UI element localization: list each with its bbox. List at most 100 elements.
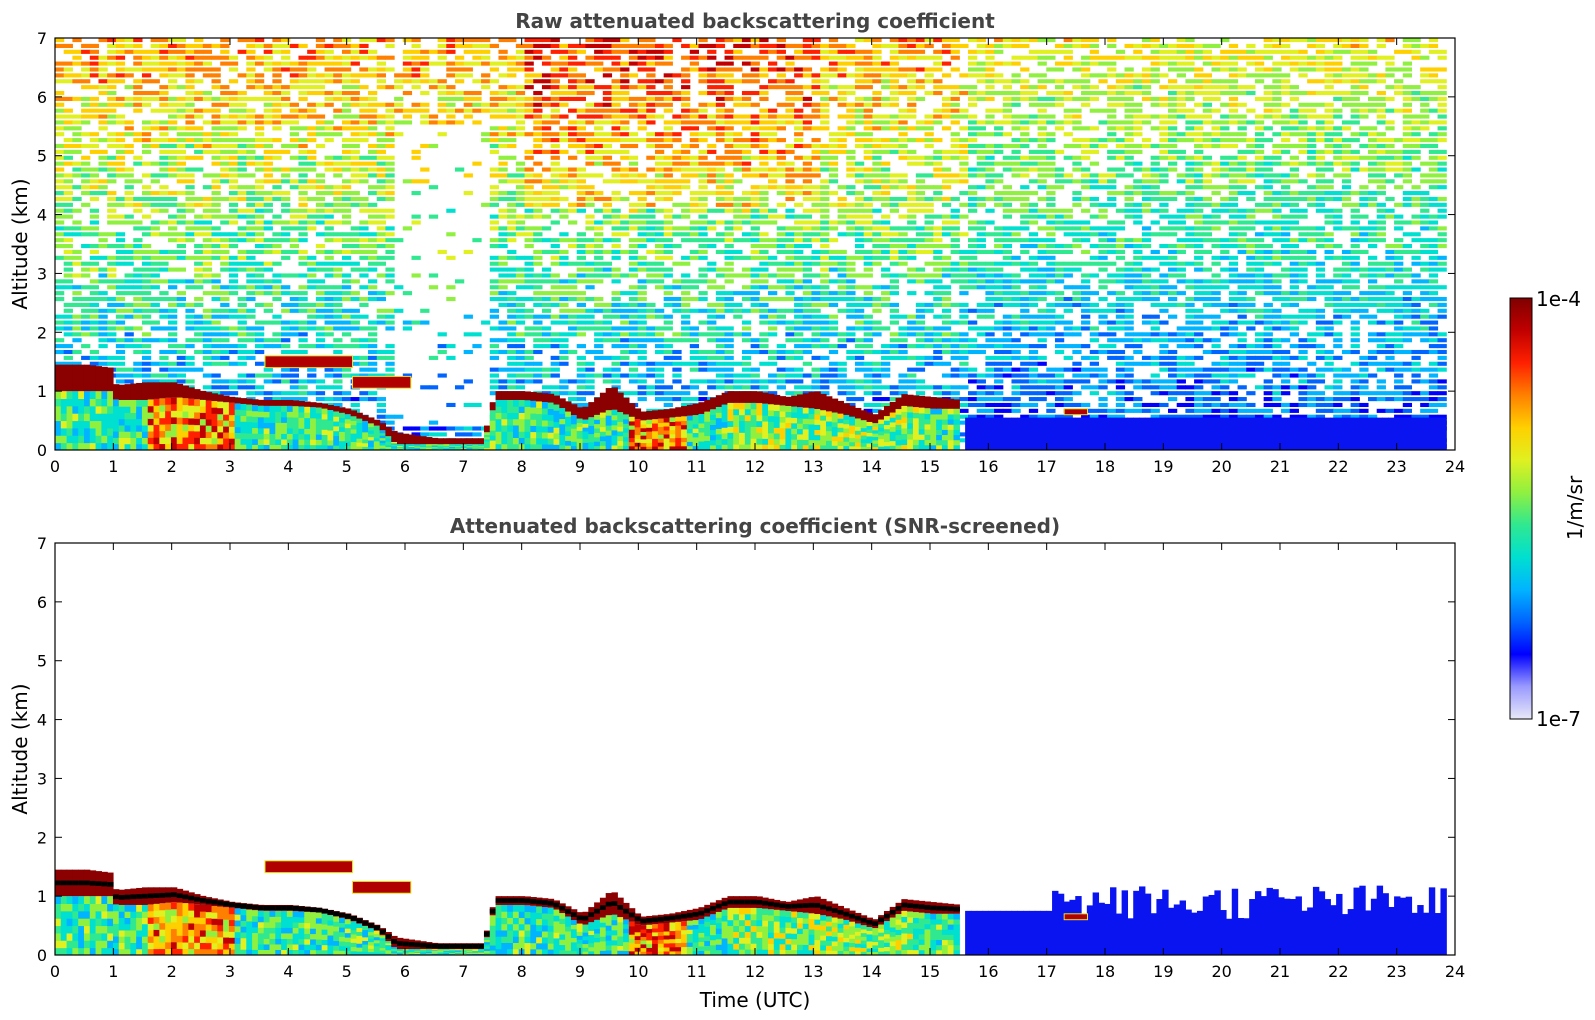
noise-cell bbox=[646, 302, 656, 307]
noise-cell bbox=[515, 367, 526, 372]
noise-cell bbox=[750, 208, 760, 213]
noise-cell bbox=[185, 220, 195, 225]
noise-cell bbox=[359, 73, 369, 78]
noise-cell bbox=[498, 232, 508, 237]
noise-cell bbox=[385, 414, 395, 419]
noise-cell bbox=[915, 67, 926, 72]
noise-cell bbox=[263, 96, 273, 101]
noise-cell bbox=[794, 132, 804, 137]
noise-cell bbox=[785, 244, 795, 249]
noise-cell bbox=[141, 255, 152, 260]
noise-cell bbox=[150, 279, 160, 284]
noise-cell bbox=[515, 61, 526, 66]
noise-cell bbox=[820, 320, 830, 325]
noise-cell bbox=[124, 338, 134, 343]
noise-cell bbox=[741, 367, 752, 372]
noise-cell bbox=[81, 161, 91, 166]
noise-cell bbox=[454, 432, 465, 437]
noise-cell bbox=[324, 238, 334, 243]
noise-cell bbox=[672, 285, 682, 290]
noise-cell bbox=[507, 302, 517, 307]
noise-cell bbox=[698, 397, 708, 402]
noise-cell bbox=[454, 67, 465, 72]
noise-cell bbox=[324, 161, 334, 166]
noise-cell bbox=[846, 326, 856, 331]
noise-cell bbox=[159, 120, 169, 125]
noise-cell bbox=[194, 79, 204, 84]
noise-cell bbox=[602, 308, 613, 313]
noise-cell bbox=[368, 367, 378, 372]
noise-cell bbox=[115, 73, 126, 78]
noise-cell bbox=[150, 326, 160, 331]
noise-cell bbox=[368, 397, 378, 402]
noise-cell bbox=[507, 361, 517, 366]
noise-cell bbox=[724, 120, 734, 125]
noise-cell bbox=[828, 179, 839, 184]
noise-cell bbox=[298, 379, 308, 384]
noise-cell bbox=[863, 344, 873, 349]
noise-cell bbox=[81, 244, 91, 249]
noise-cell bbox=[307, 49, 317, 54]
noise-cell bbox=[228, 344, 239, 349]
noise-cell bbox=[307, 285, 317, 290]
noise-cell bbox=[759, 220, 769, 225]
noise-cell bbox=[585, 385, 595, 390]
noise-cell bbox=[794, 73, 804, 78]
noise-cell bbox=[568, 79, 578, 84]
noise-cell bbox=[263, 90, 273, 96]
noise-cell bbox=[281, 320, 291, 325]
noise-cell bbox=[141, 161, 152, 166]
noise-cell bbox=[733, 138, 743, 143]
noise-cell bbox=[724, 138, 734, 143]
noise-cell bbox=[681, 167, 691, 172]
noise-cell bbox=[298, 285, 308, 290]
noise-cell bbox=[237, 214, 247, 219]
noise-cell bbox=[246, 326, 256, 331]
noise-cell bbox=[159, 132, 169, 137]
noise-cell bbox=[559, 255, 569, 260]
noise-cell bbox=[794, 114, 804, 119]
noise-cell bbox=[768, 244, 778, 249]
noise-cell bbox=[81, 332, 91, 337]
noise-cell bbox=[307, 308, 317, 313]
noise-cell bbox=[724, 302, 734, 307]
noise-cell bbox=[724, 149, 734, 154]
noise-cell bbox=[98, 67, 108, 72]
noise-cell bbox=[828, 73, 839, 78]
noise-cell bbox=[176, 96, 186, 101]
noise-cell bbox=[107, 138, 117, 143]
noise-cell bbox=[489, 344, 500, 349]
noise-cell bbox=[733, 167, 743, 172]
noise-cell bbox=[420, 143, 430, 149]
noise-cell bbox=[898, 138, 908, 143]
noise-cell bbox=[672, 308, 682, 313]
noise-cell bbox=[315, 202, 326, 207]
noise-cell bbox=[376, 132, 386, 137]
noise-cell bbox=[698, 132, 708, 137]
noise-cell bbox=[785, 114, 795, 119]
noise-cell bbox=[402, 49, 413, 54]
noise-cell bbox=[924, 143, 934, 149]
noise-cell bbox=[159, 43, 169, 49]
noise-cell bbox=[594, 161, 604, 166]
noise-cell bbox=[515, 55, 526, 60]
noise-cell bbox=[437, 249, 447, 255]
noise-cell bbox=[220, 220, 230, 225]
noise-cell bbox=[246, 214, 256, 219]
noise-cell bbox=[533, 143, 543, 149]
noise-cell bbox=[281, 61, 291, 66]
noise-cell bbox=[472, 79, 482, 84]
noise-cell bbox=[289, 61, 300, 66]
noise-cell bbox=[585, 273, 595, 278]
noise-cell bbox=[741, 332, 752, 337]
noise-cell bbox=[707, 114, 717, 119]
noise-cell bbox=[576, 73, 586, 78]
noise-cell bbox=[715, 332, 726, 337]
noise-cell bbox=[576, 208, 586, 213]
noise-cell bbox=[341, 73, 352, 78]
noise-cell bbox=[324, 373, 334, 378]
noise-cell bbox=[689, 196, 700, 202]
noise-cell bbox=[115, 167, 126, 172]
noise-cell bbox=[368, 332, 378, 337]
noise-cell bbox=[715, 108, 726, 113]
